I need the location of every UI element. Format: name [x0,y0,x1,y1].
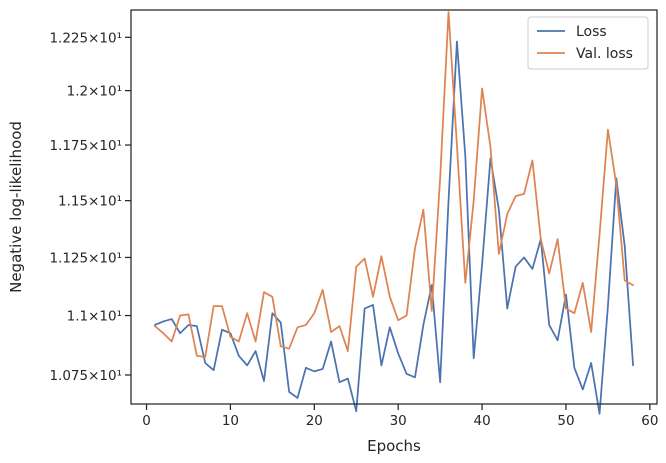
x-tick-label: 0 [142,413,151,429]
series-line-loss [154,40,634,415]
y-tick-label: 1.225×10¹ [49,30,122,46]
x-tick-label: 10 [222,413,239,429]
y-tick-label: 1.2×10¹ [67,84,122,100]
series-layer [154,11,634,415]
y-ticks: 1.075×10¹ 1.1×10¹ 1.125×10¹ 1.15×10¹ 1.175×1… [49,30,131,384]
legend-label: Val. loss [576,46,633,62]
y-tick-label: 1.15×10¹ [58,194,122,210]
y-axis-label: Negative log-likelihood [7,121,25,293]
y-tick-label: 1.125×10¹ [49,250,122,266]
x-axis-label: Epochs [367,437,421,455]
x-tick-label: 30 [390,413,407,429]
legend: Loss Val. loss [527,16,649,70]
plot-frame [130,9,658,405]
x-tick-label: 50 [557,413,574,429]
x-ticks: 0 10 20 30 40 50 60 [142,404,658,429]
series-line-val-loss [154,11,634,358]
legend-box [527,16,649,70]
y-tick-label: 1.1×10¹ [67,309,122,325]
x-tick-label: 60 [641,413,658,429]
legend-label: Loss [576,24,607,40]
y-tick-label: 1.175×10¹ [49,138,122,154]
y-tick-label: 1.075×10¹ [49,368,122,384]
x-tick-label: 40 [473,413,490,429]
x-tick-label: 20 [306,413,323,429]
